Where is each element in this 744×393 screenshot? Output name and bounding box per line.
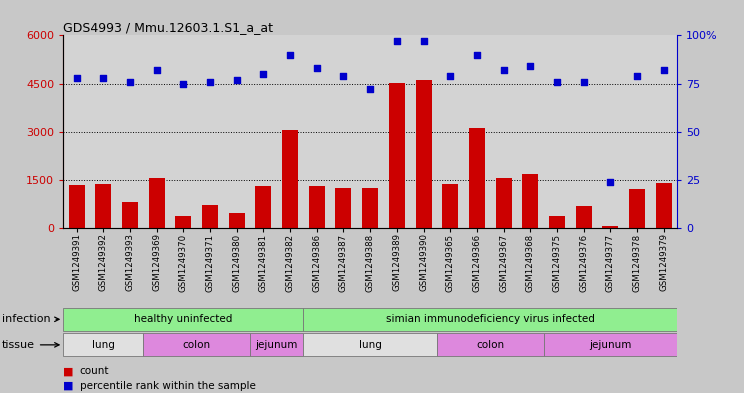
Point — [417, 38, 429, 44]
Bar — [603, 226, 618, 228]
Bar — [95, 184, 112, 228]
Text: ■: ■ — [63, 381, 74, 391]
Text: tissue: tissue — [1, 340, 59, 350]
Bar — [469, 129, 485, 228]
Point — [71, 75, 83, 81]
Bar — [442, 184, 458, 228]
Point — [631, 73, 643, 79]
Point — [551, 79, 563, 85]
Bar — [629, 189, 645, 228]
Bar — [362, 189, 378, 228]
Text: count: count — [80, 366, 109, 376]
Bar — [176, 216, 191, 228]
Bar — [228, 213, 245, 228]
Point — [577, 79, 589, 85]
Bar — [63, 333, 144, 356]
Bar — [144, 333, 250, 356]
Text: colon: colon — [182, 340, 211, 350]
Bar — [549, 216, 565, 228]
Point — [177, 80, 189, 86]
Bar — [336, 187, 351, 228]
Bar — [250, 333, 304, 356]
Text: percentile rank within the sample: percentile rank within the sample — [80, 381, 255, 391]
Point — [471, 51, 483, 58]
Point — [444, 73, 456, 79]
Point — [284, 51, 296, 58]
Bar — [309, 186, 325, 228]
Point — [391, 38, 403, 44]
Point — [97, 75, 109, 81]
Bar — [437, 333, 544, 356]
Bar — [68, 185, 85, 228]
Bar — [63, 308, 304, 331]
Point — [151, 67, 163, 73]
Text: colon: colon — [476, 340, 504, 350]
Text: healthy uninfected: healthy uninfected — [134, 314, 233, 324]
Point — [338, 73, 350, 79]
Text: jejunum: jejunum — [589, 340, 632, 350]
Point — [204, 79, 216, 85]
Bar — [255, 186, 272, 228]
Text: ■: ■ — [63, 366, 74, 376]
Bar — [522, 174, 538, 228]
Bar — [304, 308, 677, 331]
Point — [311, 65, 323, 71]
Text: infection: infection — [1, 314, 59, 324]
Bar — [122, 202, 138, 228]
Bar — [576, 206, 591, 228]
Text: simian immunodeficiency virus infected: simian immunodeficiency virus infected — [386, 314, 594, 324]
Bar — [655, 183, 672, 228]
Bar — [202, 206, 218, 228]
Bar — [282, 130, 298, 228]
Bar — [304, 333, 437, 356]
Bar — [415, 80, 432, 228]
Point — [658, 67, 670, 73]
Point — [365, 86, 376, 92]
Bar — [389, 83, 405, 228]
Point — [604, 178, 616, 185]
Text: GDS4993 / Mmu.12603.1.S1_a_at: GDS4993 / Mmu.12603.1.S1_a_at — [63, 21, 273, 34]
Point — [124, 79, 136, 85]
Bar — [544, 333, 677, 356]
Point — [525, 63, 536, 69]
Bar — [149, 178, 164, 228]
Point — [231, 77, 243, 83]
Point — [257, 71, 269, 77]
Text: jejunum: jejunum — [255, 340, 298, 350]
Bar — [496, 178, 512, 228]
Text: lung: lung — [92, 340, 115, 350]
Text: lung: lung — [359, 340, 382, 350]
Point — [498, 67, 510, 73]
